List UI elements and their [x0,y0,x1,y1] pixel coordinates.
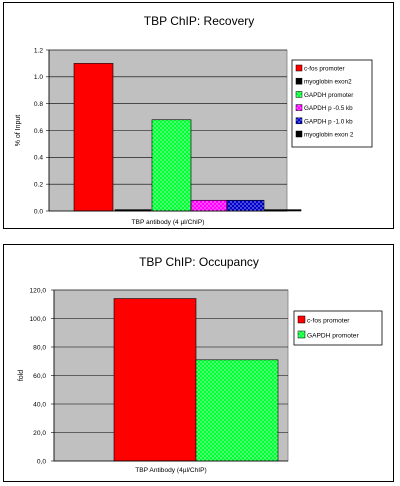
legend-box [293,310,383,346]
y-tick-label: 20,0 [33,430,46,437]
legend-label: GAPDH p -0.5 kb [304,105,353,112]
chart-title: TBP ChIP: Occupancy [139,255,259,269]
y-tick-label: 1.2 [34,47,43,54]
bar-2 [151,119,192,212]
y-tick-label: 0.8 [34,101,43,108]
bar-0 [113,298,197,462]
legend-swatch [295,130,303,138]
legend-box [291,59,373,148]
legend-swatch [295,104,303,111]
legend-label: GAPDH promoter [304,92,353,99]
legend-label: myoglobin exon2 [304,79,352,86]
legend-label: c-fos promoter [304,66,345,73]
legend-swatch [295,77,303,85]
y-axis-label: fold [18,370,25,381]
occupancy-chart-panel: TBP ChIP: Occupancy 0,0 20,0 40,0 60,0 80,0 10… [3,244,394,482]
bar-3 [190,199,228,212]
y-tick-label: 0.6 [34,128,43,135]
y-tick-label: 80,0 [33,344,46,351]
y-tick-label: 0,0 [37,458,46,465]
legend-swatch [295,117,303,125]
y-tick-label: 0.0 [34,208,43,215]
bar-1 [195,359,279,462]
y-tick-label: 1.0 [34,74,43,81]
legend-swatch [295,64,303,72]
y-tick-label: 40,0 [33,401,46,408]
y-tick-label: 100,0 [29,316,46,323]
recovery-chart: TBP ChIP: Recovery 0.0 0.2 0.4 0.6 0.8 1.0 1.2 T… [15,14,373,226]
legend-label: GAPDH promoter [307,333,359,340]
x-axis-label: TBP Antibody (4µl/ChIP) [135,467,206,474]
legend-swatch [297,315,306,324]
y-tick-label: 60,0 [33,373,46,380]
bar-0 [73,63,114,212]
legend-swatch [297,330,306,339]
legend-label: c-fos promoter [307,318,350,325]
legend-label: myoglobin exon 2 [304,132,354,139]
x-axis-label: TBP antibody (4 µl/ChIP) [132,219,205,226]
recovery-chart-panel: TBP ChIP: Recovery 0.0 0.2 0.4 0.6 0.8 1.0 1.2 T… [3,2,394,229]
y-tick-label: 120,0 [29,287,46,294]
y-axis-label: % of Input [15,115,22,147]
bar-4 [226,199,265,212]
y-tick-label: 0.2 [34,181,43,188]
chart-title: TBP ChIP: Recovery [144,14,254,28]
legend-swatch [295,91,303,98]
occupancy-chart: TBP ChIP: Occupancy 0,0 20,0 40,0 60,0 80,0 10… [18,255,383,474]
legend-label: GAPDH p -1.0 kb [304,118,353,125]
y-tick-label: 0.4 [34,155,43,162]
